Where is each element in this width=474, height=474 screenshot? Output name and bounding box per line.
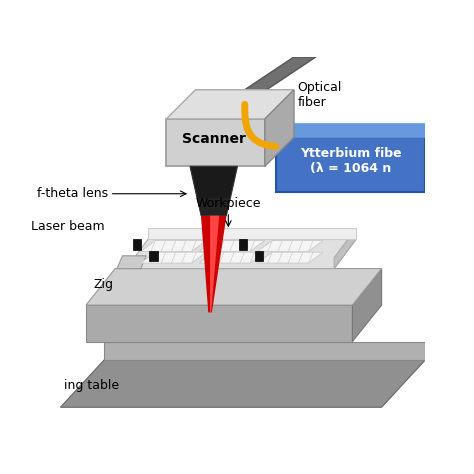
Text: Ytterbium fibe: Ytterbium fibe: [300, 147, 401, 160]
Polygon shape: [201, 216, 227, 312]
Polygon shape: [210, 216, 219, 312]
Text: (λ = 1064 n: (λ = 1064 n: [310, 162, 391, 175]
Bar: [133, 239, 141, 250]
Polygon shape: [228, 57, 316, 100]
Bar: [255, 251, 264, 261]
Text: Laser beam: Laser beam: [31, 220, 104, 233]
Polygon shape: [265, 90, 294, 166]
Polygon shape: [148, 228, 356, 239]
Polygon shape: [141, 240, 206, 251]
Polygon shape: [199, 252, 265, 263]
Text: ing table: ing table: [64, 379, 119, 392]
Text: Optical
fiber: Optical fiber: [298, 81, 342, 109]
Polygon shape: [276, 123, 425, 137]
Polygon shape: [61, 360, 425, 407]
Bar: [149, 251, 157, 261]
Text: Workpiece: Workpiece: [196, 197, 261, 210]
Text: Scanner: Scanner: [182, 132, 246, 146]
Polygon shape: [334, 228, 356, 269]
Polygon shape: [141, 252, 206, 263]
Text: f-theta lens: f-theta lens: [37, 187, 108, 200]
Polygon shape: [257, 252, 323, 263]
Polygon shape: [199, 240, 265, 251]
Polygon shape: [276, 137, 425, 192]
Polygon shape: [166, 119, 265, 166]
Polygon shape: [166, 90, 294, 119]
Polygon shape: [117, 256, 146, 269]
Bar: [239, 239, 247, 250]
Polygon shape: [86, 305, 352, 342]
Polygon shape: [104, 342, 425, 360]
Polygon shape: [257, 240, 323, 251]
Polygon shape: [86, 269, 382, 305]
Polygon shape: [352, 269, 382, 342]
Text: Zig: Zig: [93, 279, 113, 292]
Polygon shape: [190, 166, 237, 199]
Polygon shape: [126, 239, 356, 269]
Polygon shape: [197, 199, 230, 216]
